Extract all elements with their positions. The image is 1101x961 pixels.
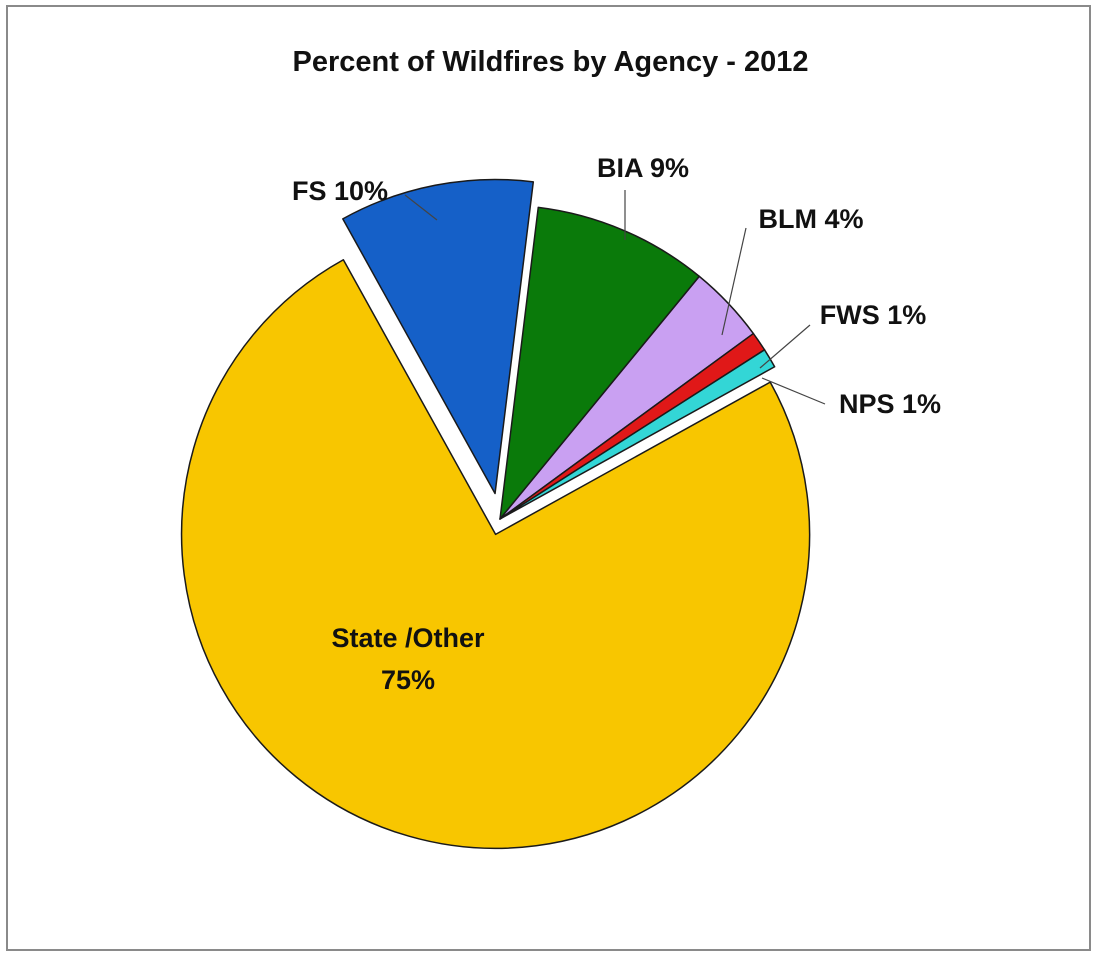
leader-line-fws <box>760 325 810 368</box>
slice-label-fs: FS 10% <box>292 176 388 206</box>
slice-label-bia: BIA 9% <box>597 153 689 183</box>
slice-label-nps: NPS 1% <box>839 389 941 419</box>
slice-label-fws: FWS 1% <box>820 300 927 330</box>
slice-label-blm: BLM 4% <box>758 204 863 234</box>
